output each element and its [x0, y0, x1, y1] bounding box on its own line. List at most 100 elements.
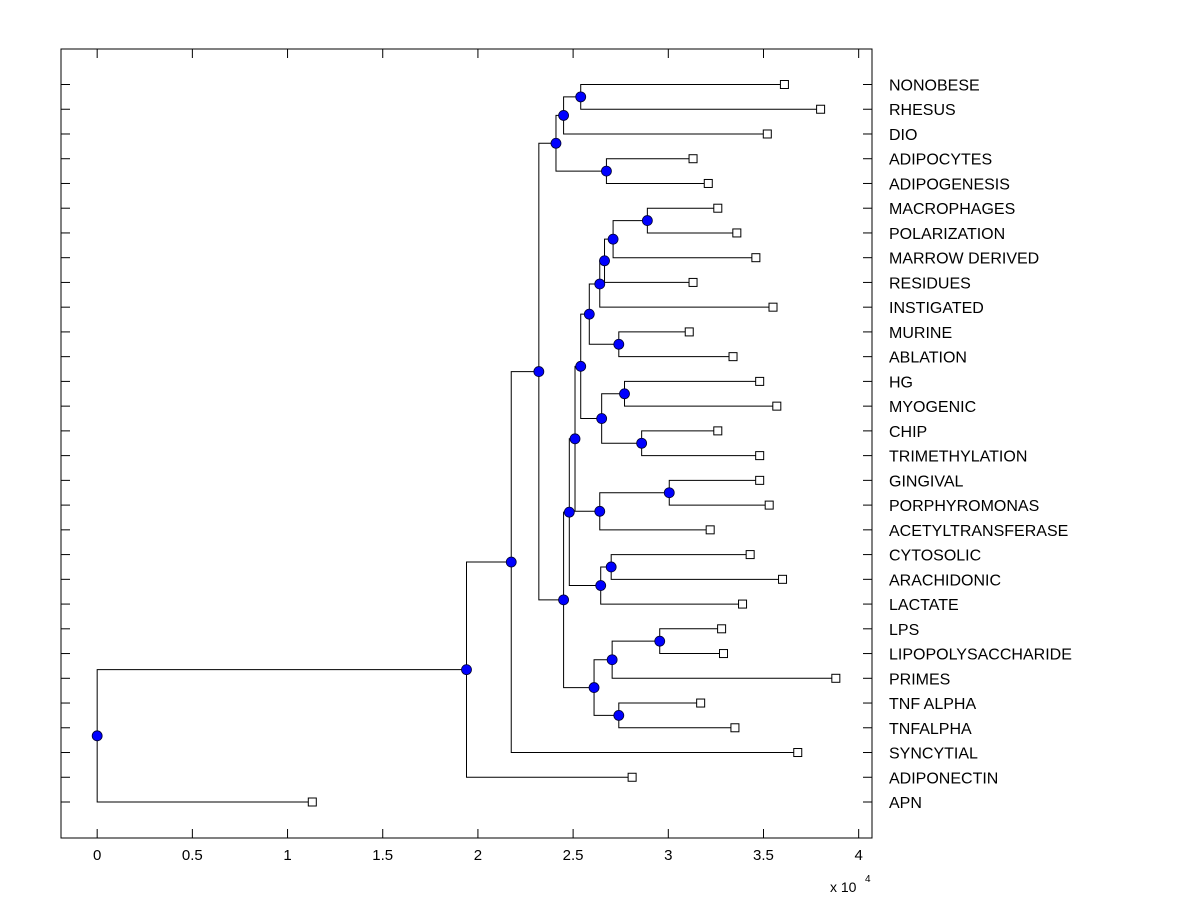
leaf-marker	[717, 624, 727, 634]
merge-node-marker	[641, 215, 653, 226]
leaf-label: ACETYLTRANSFERASE	[889, 523, 1068, 540]
x-tick-label: 3	[664, 847, 672, 864]
leaf-label: CYTOSOLIC	[889, 548, 981, 565]
merge-node-marker	[599, 255, 610, 267]
leaf-label: SYNCYTIAL	[889, 746, 978, 763]
leaf-marker	[755, 451, 765, 461]
leaf-label: LPS	[889, 622, 919, 639]
merge-node-marker	[601, 165, 612, 177]
merge-node-marker	[619, 388, 630, 400]
merge-node-marker	[606, 654, 618, 666]
x-tick-label: 2.5	[563, 847, 584, 864]
merge-node-marker	[563, 506, 575, 518]
x-axis-multiplier-exponent: 4	[865, 874, 871, 885]
merge-node-marker	[533, 366, 545, 377]
leaf-marker	[751, 253, 761, 263]
leaf-label: POLARIZATION	[889, 226, 1005, 243]
leaf-label: ADIPOGENESIS	[889, 176, 1010, 193]
leaf-label: TNFALPHA	[889, 721, 972, 738]
merge-node-marker	[613, 710, 625, 721]
leaf-label: LACTATE	[889, 597, 959, 614]
leaf-marker	[768, 302, 778, 312]
merge-node-marker	[583, 308, 595, 320]
x-tick-label: 2	[474, 847, 482, 864]
leaf-label: ARACHIDONIC	[889, 572, 1001, 589]
x-axis-ticks: 0 0.5 1 1.5 2 2.5 3 3.5 4	[93, 49, 863, 864]
leaf-label: ABLATION	[889, 350, 967, 367]
leaf-label: MACROPHAGES	[889, 201, 1015, 218]
leaf-marker	[738, 599, 748, 609]
leaf-marker	[732, 228, 742, 238]
merge-node-marker	[654, 635, 666, 647]
leaf-marker	[719, 649, 729, 659]
merge-node-marker	[613, 338, 625, 350]
leaf-marker	[831, 673, 841, 683]
x-tick-label: 1.5	[372, 847, 393, 864]
leaf-label: DIO	[889, 127, 917, 144]
leaf-label: APN	[889, 795, 922, 812]
merge-node-marker	[558, 110, 569, 121]
x-axis-multiplier-base: x 10	[830, 879, 857, 895]
leaf-label: MURINE	[889, 325, 952, 342]
merge-node-marker	[575, 91, 587, 103]
leaf-marker	[696, 698, 706, 708]
leaf-label: HG	[889, 374, 913, 391]
leaf-marker	[684, 327, 694, 337]
leaf-marker	[816, 104, 826, 114]
merge-node-marker	[663, 487, 675, 499]
merge-node-marker	[605, 561, 617, 573]
leaf-marker	[688, 277, 698, 287]
merge-node-marker	[594, 278, 606, 290]
leaf-marker	[307, 797, 317, 807]
x-axis-multiplier: x 10	[830, 879, 857, 895]
merge-node-marker	[569, 433, 581, 445]
y-axis-ticks	[61, 84, 872, 803]
leaf-marker	[772, 401, 782, 411]
leaf-label: INSTIGATED	[889, 300, 984, 317]
node-markers	[91, 91, 675, 742]
merge-node-marker	[595, 580, 607, 591]
x-tick-label: 4	[855, 847, 863, 864]
leaf-marker	[713, 426, 723, 436]
leaf-label: ADIPONECTIN	[889, 770, 998, 787]
leaf-marker	[627, 772, 637, 782]
leaf-label: TRIMETHYLATION	[889, 449, 1027, 466]
merge-node-marker	[596, 413, 608, 424]
leaf-label: RESIDUES	[889, 275, 971, 292]
leaf-label: NONOBESE	[889, 78, 980, 95]
merge-node-marker	[588, 682, 600, 693]
leaf-marker	[779, 80, 789, 89]
leaf-marker	[764, 500, 774, 510]
x-tick-label: 0.5	[182, 847, 203, 864]
leaf-label: RHESUS	[889, 102, 956, 119]
leaf-label: MYOGENIC	[889, 399, 976, 416]
merge-node-marker	[594, 505, 606, 517]
leaf-marker	[755, 376, 765, 386]
leaf-marker	[688, 154, 698, 164]
leaf-markers	[307, 80, 841, 807]
x-tick-label: 0	[93, 847, 101, 864]
leaf-marker	[745, 550, 755, 560]
leaf-marker	[713, 203, 723, 213]
merge-node-marker	[636, 437, 648, 449]
merge-node-marker	[575, 360, 587, 372]
axes-frame	[60, 48, 873, 839]
merge-node-marker	[461, 664, 472, 676]
leaf-label: MARROW DERIVED	[889, 251, 1039, 268]
merge-node-marker	[607, 233, 619, 245]
merge-node-marker	[505, 556, 517, 568]
leaf-label: ADIPOCYTES	[889, 152, 992, 169]
x-tick-label: 1	[283, 847, 291, 864]
merge-node-marker	[91, 730, 103, 742]
leaf-marker	[762, 129, 772, 139]
leaf-labels: NONOBESE RHESUS DIO ADIPOCYTES ADIPOGENESIS M…	[889, 78, 1072, 813]
leaf-label: LIPOPOLYSACCHARIDE	[889, 647, 1072, 664]
leaf-marker	[705, 525, 715, 535]
leaf-label: PRIMES	[889, 671, 950, 688]
leaf-label: GINGIVAL	[889, 473, 963, 490]
leaf-marker	[730, 723, 740, 733]
leaf-label: PORPHYROMONAS	[889, 498, 1039, 515]
leaf-label: TNF ALPHA	[889, 696, 976, 713]
x-tick-label: 3.5	[753, 847, 774, 864]
